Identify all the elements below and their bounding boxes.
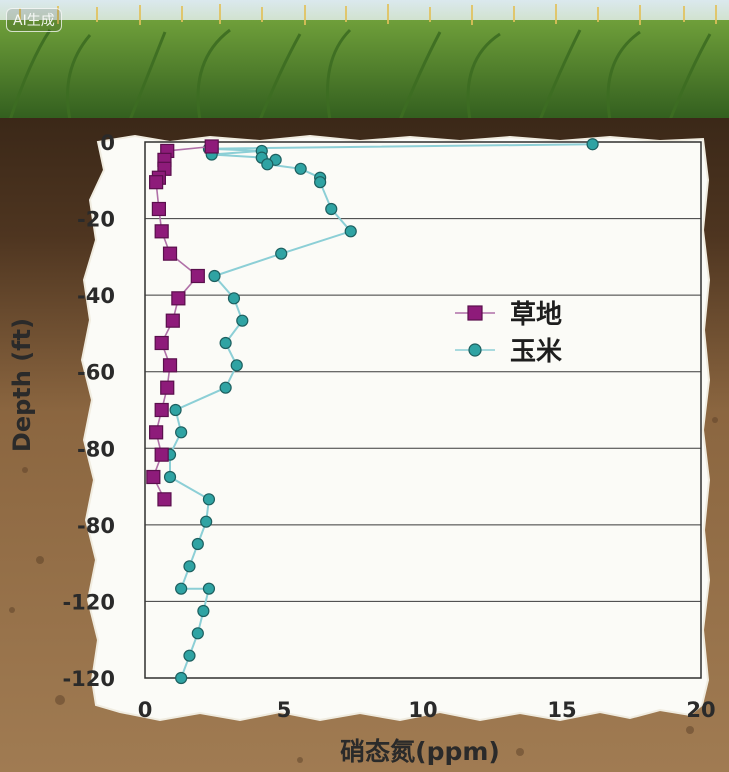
corn-data-point [219, 336, 232, 350]
x-tick-label: 0 [138, 698, 153, 722]
corn-data-point [325, 202, 338, 216]
corn-data-point [175, 582, 188, 595]
x-axis-label: 硝态氮(ppm) [340, 737, 500, 766]
corn-data-point [202, 582, 216, 595]
grass-data-point [204, 139, 219, 154]
y-tick-label: -40 [77, 284, 115, 308]
y-axis-label: Depth (ft) [8, 318, 36, 452]
gridlines [145, 218, 701, 602]
corn-data-point [191, 537, 204, 551]
corn-data-point [163, 470, 177, 484]
grass-data-point [154, 402, 169, 418]
corn-data-point [183, 560, 196, 573]
legend: 草地 玉米 [455, 300, 562, 367]
grass-data-point [162, 246, 178, 261]
corn-data-point [175, 426, 188, 439]
corn-data-point [197, 604, 210, 618]
legend-marker-grass [467, 305, 483, 321]
corn-data-point [175, 671, 188, 685]
series-layer [146, 138, 599, 685]
y-tick-label: 0 [100, 131, 115, 155]
corn-data-point [202, 493, 216, 506]
corn-data-point [314, 176, 327, 189]
y-tick-label: -20 [77, 208, 115, 232]
y-tick-label: -120 [62, 590, 115, 614]
x-tick-labels: 0 5 10 15 20 [138, 698, 716, 722]
y-tick-labels: 0 -20 -40 -60 -80 -80 -120 -120 [62, 131, 115, 691]
y-tick-label: -60 [77, 361, 115, 385]
corn-data-point [261, 158, 274, 171]
corn-data-point [275, 247, 288, 260]
x-tick-label: 10 [408, 698, 437, 722]
corn-data-point [169, 403, 182, 417]
legend-marker-corn [468, 343, 482, 357]
grass-data-point [157, 492, 172, 507]
x-tick-label: 15 [547, 698, 576, 722]
corn-data-point [219, 381, 232, 394]
corn-data-point [191, 627, 204, 640]
grass-data-point [154, 224, 169, 239]
corn-data-point [344, 225, 357, 238]
corn-data-point [230, 359, 243, 372]
grass-data-point [146, 469, 161, 485]
corn-data-point [208, 269, 221, 283]
y-tick-label: -120 [62, 667, 115, 691]
grass-data-point [165, 313, 180, 328]
corn-data-point [227, 292, 241, 305]
grass-data-point [190, 268, 205, 284]
ai-generated-badge: AI生成 [6, 8, 62, 32]
y-tick-label: -80 [77, 437, 115, 461]
grass-data-point [151, 201, 166, 217]
grass-data-point [162, 358, 178, 373]
corn-data-point [586, 138, 599, 151]
legend-label-grass: 草地 [510, 300, 562, 330]
grass-data-point [154, 447, 169, 462]
y-tick-label: -80 [77, 514, 115, 538]
grass-data-point [160, 380, 175, 395]
x-tick-label: 5 [277, 698, 292, 722]
legend-label-corn: 玉米 [510, 337, 562, 367]
grass-data-point [149, 175, 164, 190]
x-tick-label: 20 [686, 698, 715, 722]
grass-data-point [149, 425, 164, 440]
corn-data-point [294, 162, 307, 175]
grass-series-line [152, 145, 212, 500]
corn-data-point [200, 515, 213, 528]
grass-data-point [171, 291, 186, 306]
corn-data-point [183, 649, 196, 662]
corn-data-point [236, 314, 249, 327]
corn-series-line [169, 143, 593, 679]
plot-frame [144, 141, 702, 679]
grass-data-point [154, 335, 169, 351]
